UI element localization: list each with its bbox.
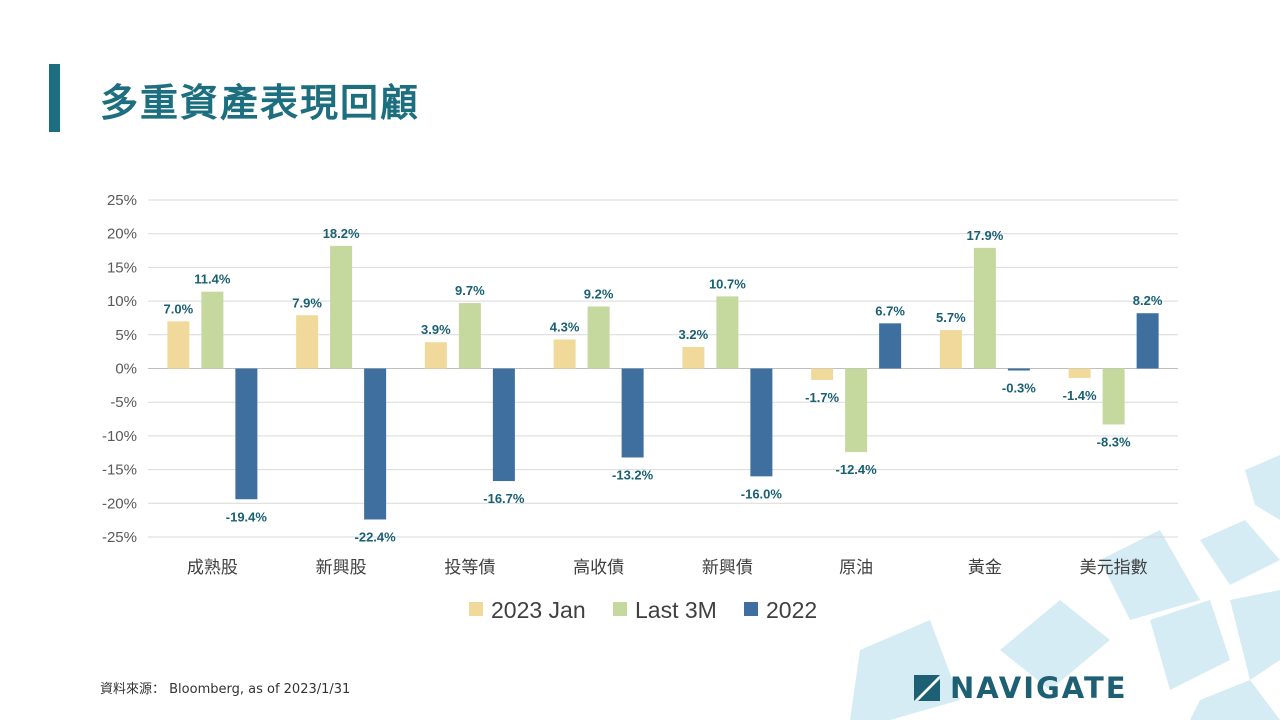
label-layer: 成熟股 7.0%11.4% -19.4% 新興股 7.9% 18.2% -22.4% 投等債 3… xyxy=(164,226,1163,578)
bar xyxy=(201,291,224,369)
legend-swatch xyxy=(613,602,627,616)
data-label: 7.9% xyxy=(292,295,322,310)
y-tick-label: 15% xyxy=(107,259,137,276)
bar xyxy=(811,368,834,380)
legend: 2023 Jan Last 3M 2022 xyxy=(469,597,817,623)
bar xyxy=(1136,313,1159,369)
bar xyxy=(879,323,902,369)
y-tick-label: -10% xyxy=(102,428,137,445)
bar xyxy=(458,303,481,369)
y-tick-label: 10% xyxy=(107,293,137,310)
bar xyxy=(1068,368,1091,378)
data-label: 18.2% xyxy=(323,226,360,241)
legend-label: Last 3M xyxy=(635,597,717,623)
data-label: -22.4% xyxy=(355,529,397,544)
x-tick-label: 原油 xyxy=(839,558,873,578)
title-accent-bar xyxy=(49,64,60,132)
bar xyxy=(330,245,353,369)
bar xyxy=(973,247,996,369)
bar-layer xyxy=(167,245,1159,520)
x-tick-label: 高收債 xyxy=(573,558,624,578)
legend-swatch xyxy=(744,602,758,616)
x-tick-label: 黃金 xyxy=(968,558,1002,578)
bar xyxy=(553,339,576,369)
bar xyxy=(167,321,190,369)
x-tick-label: 新興債 xyxy=(702,558,753,578)
bar xyxy=(235,368,258,500)
bar xyxy=(621,368,644,458)
y-tick-label: 20% xyxy=(107,226,137,243)
source-note: 資料來源： Bloomberg, as of 2023/1/31 xyxy=(100,682,351,697)
data-label: 9.2% xyxy=(584,286,614,301)
y-tick-label: 25% xyxy=(107,192,137,209)
y-tick-label: -25% xyxy=(102,529,137,546)
data-label: 6.7% xyxy=(875,303,905,318)
data-label: -16.0% xyxy=(741,486,783,501)
y-tick-label: -20% xyxy=(102,495,137,512)
y-tick-label: 5% xyxy=(115,327,137,344)
data-label: -8.3% xyxy=(1097,434,1131,449)
data-label: 7.0% xyxy=(164,301,194,316)
y-tick-label: -15% xyxy=(102,462,137,479)
bar xyxy=(682,346,705,369)
bar xyxy=(750,368,773,477)
legend-swatch xyxy=(469,602,483,616)
legend-label: 2023 Jan xyxy=(491,597,586,623)
data-label: 8.2% xyxy=(1133,293,1163,308)
data-label: 3.9% xyxy=(421,322,451,337)
bar xyxy=(492,368,515,482)
data-label: 10.7% xyxy=(709,276,746,291)
bar xyxy=(1102,368,1125,425)
data-label: 11.4% xyxy=(194,272,231,287)
navigate-logo: NAVIGATE xyxy=(912,668,1128,708)
data-label: -1.4% xyxy=(1063,388,1097,403)
data-label: -1.7% xyxy=(805,390,839,405)
data-label: -13.2% xyxy=(612,467,654,482)
data-label: 17.9% xyxy=(966,228,1003,243)
x-tick-label: 投等債 xyxy=(444,558,495,578)
navigate-logo-text: NAVIGATE xyxy=(950,671,1128,705)
data-label: 3.2% xyxy=(679,327,709,342)
x-tick-label: 美元指數 xyxy=(1080,558,1148,578)
data-label: -12.4% xyxy=(836,462,878,477)
y-tick-label: 0% xyxy=(115,361,137,378)
grid-layer: 25% 20% 15% 10% 5% 0% -5% -10% -15% -20% -25% xyxy=(102,192,1178,546)
navigate-logo-icon xyxy=(914,675,940,701)
bar xyxy=(716,296,739,369)
bar xyxy=(587,306,610,369)
bar xyxy=(939,330,962,369)
x-tick-label: 成熟股 xyxy=(187,557,238,578)
bar xyxy=(424,342,447,369)
x-tick-label: 新興股 xyxy=(316,558,367,578)
bar xyxy=(845,368,868,453)
bar xyxy=(1007,368,1030,371)
data-label: -19.4% xyxy=(226,509,268,524)
data-label: 4.3% xyxy=(550,320,580,335)
data-label: -16.7% xyxy=(483,491,525,506)
data-label: -0.3% xyxy=(1002,381,1036,396)
data-label: 9.7% xyxy=(455,283,485,298)
y-tick-label: -5% xyxy=(110,394,137,411)
bar xyxy=(296,315,319,369)
bar xyxy=(364,368,387,520)
data-label: 5.7% xyxy=(936,310,966,325)
legend-label: 2022 xyxy=(766,597,817,623)
page-title: 多重資產表現回顧 xyxy=(100,81,421,125)
